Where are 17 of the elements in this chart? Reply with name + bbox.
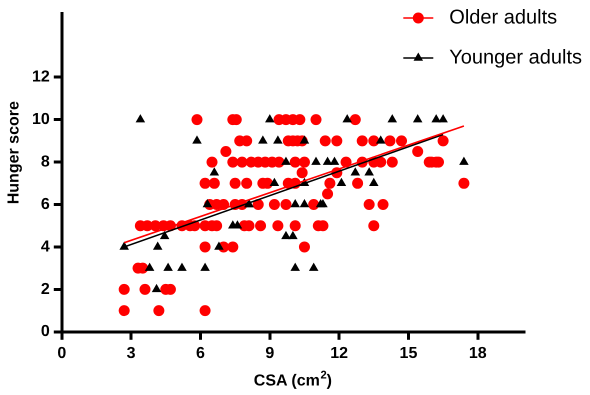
x-tick-label: 0 — [57, 344, 66, 362]
x-tick-label: 6 — [196, 344, 206, 362]
x-tick-label: 3 — [126, 344, 136, 362]
x-tick-label: 18 — [468, 344, 487, 362]
y-tick-label: 8 — [40, 154, 50, 170]
y-tick-label: 0 — [40, 323, 50, 340]
y-axis-title: Hunger score — [5, 101, 22, 204]
y-tick-label: 6 — [40, 196, 50, 213]
y-tick-label: 10 — [32, 111, 50, 128]
y-tick-label: 12 — [32, 68, 50, 86]
legend-label: Younger adults — [449, 46, 582, 69]
x-tick-label: 9 — [265, 344, 274, 362]
y-tick-label: 4 — [40, 238, 50, 256]
y-tick-label: 2 — [40, 280, 50, 298]
x-tick-label: 12 — [330, 344, 348, 362]
legend-label: Older adults — [449, 6, 558, 29]
x-tick-label: 15 — [400, 344, 418, 362]
